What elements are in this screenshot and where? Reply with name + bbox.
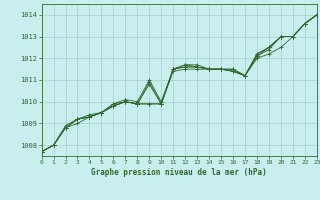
X-axis label: Graphe pression niveau de la mer (hPa): Graphe pression niveau de la mer (hPa) — [91, 168, 267, 177]
